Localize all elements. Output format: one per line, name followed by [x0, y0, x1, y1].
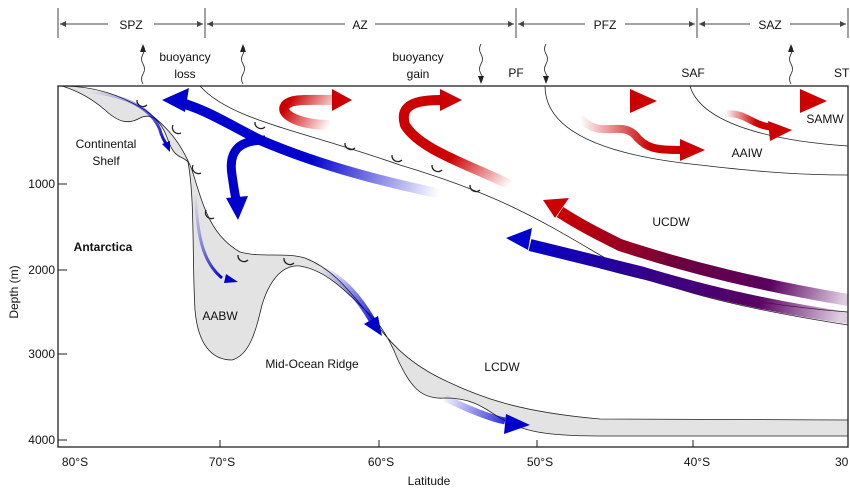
x-tick-label: 40°S — [684, 455, 710, 469]
polar-front-label: PF — [508, 66, 523, 80]
buoyancy-loss-label-2: loss — [174, 67, 195, 81]
eddy-icon — [204, 209, 215, 220]
y-tick-label: 2000 — [28, 263, 55, 277]
buoyancy-gain-label: buoyancy — [392, 50, 443, 64]
bottom-water-layer — [61, 85, 849, 437]
continental-shelf-label: Continental — [76, 137, 137, 151]
x-tick-label: 70°S — [209, 455, 235, 469]
x-tick-label: 30 — [835, 455, 849, 469]
zone-label-pfz: PFZ — [594, 18, 617, 32]
subantarctic-front-label: SAF — [681, 66, 704, 80]
antarctica-label: Antarctica — [74, 240, 133, 254]
lcdw-blue-arrow — [528, 239, 849, 324]
x-axis-label: Latitude — [408, 474, 451, 488]
axis-ticks — [58, 183, 694, 447]
eddy-icons — [136, 99, 481, 266]
y-tick-label: 3000 — [28, 347, 55, 361]
aabw-label: AABW — [202, 309, 238, 323]
x-tick-label: 50°S — [527, 455, 553, 469]
ucdw-label: UCDW — [652, 215, 690, 229]
eddy-icon — [391, 154, 403, 163]
eddy-icon — [344, 142, 356, 151]
aaiw-label: AAIW — [732, 146, 763, 160]
eddy-icon — [283, 257, 295, 266]
eddy-icon — [191, 164, 202, 175]
zone-label-spz: SPZ — [119, 18, 142, 32]
lcdw-label: LCDW — [484, 360, 520, 374]
eddy-icon — [171, 124, 182, 135]
red-flow-arrows — [279, 89, 827, 190]
ucdw-red-arrow — [556, 206, 850, 306]
eddy-icon — [469, 184, 481, 193]
zone-label-az: AZ — [352, 18, 367, 32]
zone-bar — [57, 8, 849, 38]
continental-shelf-label-2: Shelf — [92, 154, 120, 168]
subtropical-front-label: ST — [834, 66, 850, 80]
mid-ocean-ridge-label: Mid-Ocean Ridge — [265, 357, 359, 371]
blue-flow-arrows — [89, 88, 530, 434]
y-axis-label: Depth (m) — [7, 265, 21, 318]
arrowhead — [506, 228, 532, 250]
buoyancy-gain-label-2: gain — [407, 67, 430, 81]
arrowhead — [543, 198, 569, 218]
zone-label-saz: SAZ — [758, 18, 781, 32]
samw-label: SAMW — [806, 112, 844, 126]
plot-frame — [57, 85, 849, 448]
zone-bar-arrowheads — [60, 21, 846, 27]
eddy-icon — [254, 121, 266, 130]
y-tick-label: 1000 — [28, 177, 55, 191]
x-tick-label: 80°S — [62, 455, 88, 469]
x-tick-label: 60°S — [368, 455, 394, 469]
eddy-icon — [431, 164, 443, 173]
eddy-icon — [237, 254, 249, 263]
buoyancy-loss-label: buoyancy — [159, 50, 210, 64]
y-tick-label: 4000 — [28, 433, 55, 447]
